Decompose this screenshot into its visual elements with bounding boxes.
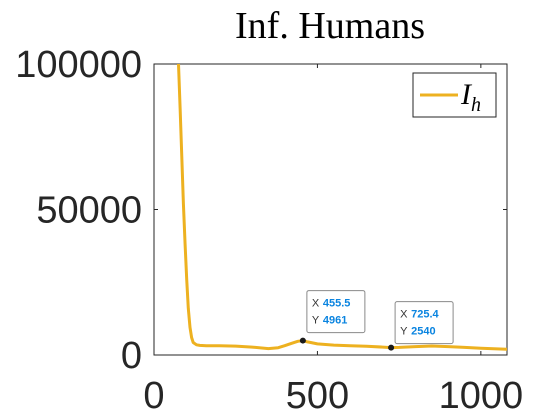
datatip-box [306,290,366,334]
datatip-y-value: 4961 [323,315,347,327]
datatip-x-key: X [400,309,408,321]
y-tick-label: 50000 [36,190,142,232]
y-tick-label: 0 [121,335,142,377]
y-tick-label: 100000 [15,44,142,86]
datatip-marker [299,337,306,344]
legend: Ih [412,72,497,118]
chart-title: Inf. Humans [235,5,425,47]
datatip-x-value: 725.4 [411,309,439,321]
datatip-y-key: Y [400,326,408,338]
datatip-y-key: Y [312,315,320,327]
datatip-x-value: 455.5 [323,298,351,310]
datatip-box [394,301,454,345]
x-tick-label: 0 [143,375,164,417]
x-tick-label: 500 [286,375,349,417]
datatip-marker [388,344,395,351]
datatip-y-value: 2540 [411,326,435,338]
series-line-I_h [177,64,507,351]
datatip: X 455.5Y 4961 [306,290,366,334]
legend-label-subscript: h [471,94,481,116]
datatip: X 725.4Y 2540 [394,301,454,345]
x-tick-label: 1000 [439,375,524,417]
datatip-x-key: X [312,298,320,310]
